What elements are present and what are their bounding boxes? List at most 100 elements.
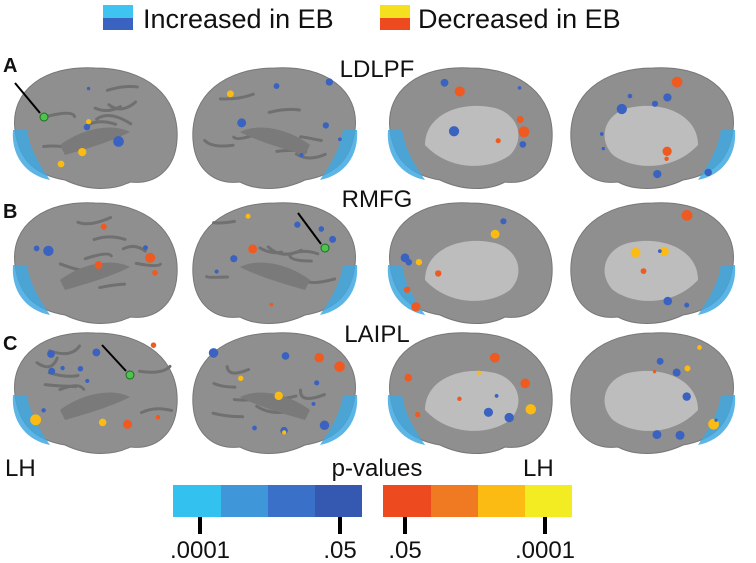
occipital-blue: [387, 395, 425, 445]
sulcus: [43, 383, 78, 389]
activation-blob: [322, 122, 329, 129]
sulcus: [218, 92, 255, 101]
colorbar-segment: [173, 485, 221, 517]
medial-surface: [387, 202, 553, 324]
seed-arrow: [297, 212, 322, 245]
sulcus: [225, 365, 251, 375]
occipital-blue: [320, 265, 358, 315]
activation-blob: [651, 100, 659, 107]
medial-wall: [604, 105, 698, 166]
medial-surface: [570, 332, 736, 454]
activation-blob: [697, 345, 702, 350]
colorbar-tick: [403, 517, 407, 534]
colorbar: .0001 .05 .05 .0001: [170, 485, 575, 563]
activation-blob: [47, 350, 55, 358]
activation-blob: [599, 132, 604, 136]
sulcus: [93, 105, 122, 112]
activation-blob: [681, 209, 693, 221]
legend: Increased in EB Decreased in EB: [103, 4, 621, 34]
activation-blob: [314, 380, 320, 386]
medial-wall: [425, 105, 519, 166]
activation-blob: [684, 302, 690, 308]
activation-blob: [318, 226, 325, 232]
legend-label: Increased in EB: [143, 4, 334, 34]
sulcus: [203, 138, 235, 148]
occipital-blue: [320, 395, 358, 445]
sulcus: [299, 135, 323, 143]
activation-blob: [489, 352, 500, 363]
panel-letter: A: [3, 55, 17, 77]
activation-blob: [145, 252, 156, 263]
activation-blob: [43, 245, 54, 257]
activation-blob: [517, 86, 522, 90]
colorbar-segment: [478, 485, 525, 517]
sulcus: [267, 107, 301, 114]
activation-blob: [411, 302, 421, 312]
activation-blob: [664, 156, 669, 162]
activation-blob: [652, 430, 662, 440]
activation-blob: [616, 103, 627, 115]
medial-surface: [570, 67, 736, 189]
activation-blob: [252, 425, 257, 431]
occipital-blue: [387, 130, 425, 180]
seed-marker: [125, 370, 135, 380]
activation-blob: [329, 235, 337, 243]
colorbar-title: p-values: [332, 455, 423, 482]
sulcus: [298, 388, 326, 400]
activation-blob: [494, 394, 499, 398]
occipital-blue: [698, 265, 736, 315]
activation-blob: [663, 296, 673, 306]
activation-blob: [83, 123, 91, 131]
activation-blob: [274, 391, 283, 401]
colorbar-tick-label: .05: [388, 537, 421, 563]
sulcus: [211, 411, 245, 419]
sulcus: [83, 252, 113, 261]
activation-blob: [33, 245, 40, 252]
cortex: [192, 202, 356, 324]
activation-blob: [682, 392, 691, 401]
activation-blob: [405, 258, 413, 266]
sulcus: [212, 219, 236, 225]
sylvian-fissure: [240, 262, 310, 290]
activation-blob: [663, 93, 672, 102]
activation-blob: [92, 348, 101, 357]
activation-blob: [495, 138, 501, 144]
colorbar-tick-label: .0001: [515, 537, 575, 563]
hemisphere-label: LH: [5, 455, 36, 482]
sulcus: [105, 84, 139, 92]
seed-label: LAIPL: [344, 321, 409, 348]
activation-blob: [269, 302, 274, 307]
activation-blob: [434, 270, 442, 277]
legend-swatch: [103, 5, 133, 18]
activation-blob: [113, 136, 124, 147]
brain-panels: [12, 67, 736, 454]
activation-blob: [77, 365, 84, 372]
colorbar-segment: [315, 485, 362, 517]
activation-blob: [652, 369, 657, 374]
seed-arrow: [14, 82, 41, 114]
colorbar-tick-label: .0001: [170, 537, 230, 563]
sylvian-fissure: [60, 127, 130, 155]
colorbar-tick-label: .05: [323, 537, 356, 563]
sylvian-fissure: [60, 262, 130, 290]
hemisphere-label: LH: [523, 455, 554, 482]
occipital-blue: [12, 265, 51, 315]
activation-blob: [338, 137, 342, 142]
seed-label: RMFG: [342, 186, 413, 213]
colorbar-segment: [268, 485, 315, 517]
legend-label: Decreased in EB: [418, 4, 621, 34]
activation-blob: [518, 126, 530, 138]
sulcus: [266, 245, 303, 256]
occipital-blue: [698, 130, 736, 180]
sulcus: [98, 282, 127, 290]
lateral-surface: [192, 202, 358, 324]
activation-blob: [248, 244, 258, 254]
sulcus: [87, 120, 118, 126]
activation-blob: [684, 365, 691, 372]
sylvian-fissure: [240, 127, 310, 155]
lateral-surface: [192, 67, 358, 189]
activation-blob: [319, 420, 330, 431]
activation-blob: [294, 221, 301, 228]
activation-blob: [281, 430, 287, 435]
